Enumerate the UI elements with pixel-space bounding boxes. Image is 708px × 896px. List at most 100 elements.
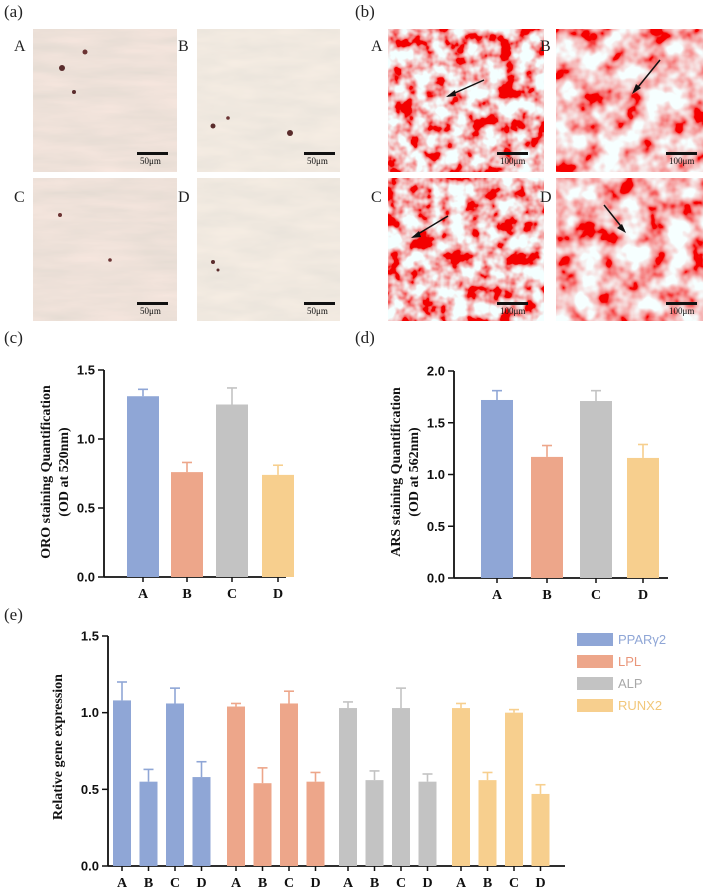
legend-label-pparg2: PPARγ2	[618, 632, 666, 647]
x-tick-label: D	[535, 876, 545, 891]
bar	[113, 700, 131, 866]
bar	[481, 399, 513, 578]
y-tick-label: 0.5	[81, 782, 99, 797]
x-tick-label: B	[258, 876, 267, 891]
x-tick-label: D	[638, 588, 648, 603]
x-tick-label: A	[117, 876, 128, 891]
x-tick-label: B	[370, 876, 379, 891]
y-axis-label-line1: ARS staining Quantification	[389, 387, 404, 557]
scale-label: 100μm	[669, 306, 694, 316]
legend-swatch-pparg2	[577, 633, 613, 646]
bar	[227, 706, 245, 866]
legend: PPARγ2 LPL ALP RUNX2	[577, 632, 666, 713]
y-tick-label: 1.0	[427, 467, 445, 482]
scale-bar	[497, 152, 528, 155]
legend-label-alp: ALP	[618, 676, 643, 691]
x-tick-label: C	[227, 587, 237, 602]
x-tick-label: A	[456, 876, 467, 891]
bar	[365, 780, 384, 866]
x-tick-label: C	[170, 876, 180, 891]
image-label: D	[178, 189, 190, 206]
x-tick-label: A	[138, 587, 149, 602]
bar	[452, 708, 470, 866]
bar	[171, 472, 203, 577]
legend-label-runx2: RUNX2	[618, 698, 662, 713]
y-tick-label: 1.5	[427, 415, 445, 430]
bar	[505, 712, 523, 866]
x-tick-label: A	[492, 588, 503, 603]
legend-swatch-lpl	[577, 655, 613, 668]
bar	[339, 708, 357, 866]
bar	[531, 456, 563, 578]
image-label: C	[14, 189, 25, 206]
x-tick-label: C	[509, 876, 519, 891]
x-tick-label: D	[273, 587, 283, 602]
bar	[478, 780, 497, 866]
chart-d: ARS staining Quantification (OD at 562nm…	[389, 364, 668, 603]
scale-bar	[304, 302, 335, 305]
x-tick-label: C	[396, 876, 406, 891]
bar	[216, 404, 248, 577]
image-label: D	[540, 189, 552, 206]
image-label: C	[371, 189, 382, 206]
y-tick-label: 0.5	[427, 519, 445, 534]
scale-bar	[666, 302, 697, 305]
y-tick-label: 0.0	[81, 859, 99, 874]
y-tick-label: 0.5	[77, 501, 95, 516]
scale-label: 100μm	[669, 156, 694, 166]
scale-label: 100μm	[500, 306, 525, 316]
scale-bar	[137, 302, 168, 305]
panel-label-e: (e)	[4, 605, 23, 624]
micrograph-a-C: C 50μm	[14, 178, 177, 321]
x-tick-label: A	[343, 876, 354, 891]
image-label: B	[540, 38, 551, 55]
scale-bar	[137, 152, 168, 155]
x-tick-label: A	[231, 876, 242, 891]
bar	[306, 781, 325, 866]
y-tick-label: 0.0	[427, 571, 445, 586]
bar	[580, 401, 612, 578]
x-tick-label: B	[542, 588, 551, 603]
y-axis-label-line2: (OD at 562nm)	[407, 427, 422, 517]
image-label: B	[178, 38, 189, 55]
scale-bar	[666, 152, 697, 155]
bar	[192, 777, 211, 866]
bar	[418, 781, 437, 866]
bar	[531, 793, 550, 866]
bar	[139, 781, 158, 866]
scale-label: 50μm	[307, 306, 328, 316]
legend-swatch-runx2	[577, 699, 613, 712]
y-axis-label-line1: ORO staining Quantification	[39, 385, 54, 559]
micrograph-b-A: A 100μm	[371, 29, 544, 172]
scale-bar	[304, 152, 335, 155]
scale-label: 100μm	[500, 156, 525, 166]
x-tick-label: C	[591, 588, 601, 603]
image-label: A	[14, 38, 26, 55]
x-tick-label: D	[196, 876, 206, 891]
bar	[627, 457, 659, 578]
y-tick-label: 1.0	[77, 432, 95, 447]
y-tick-label: 2.0	[427, 364, 445, 379]
bar	[262, 474, 294, 577]
x-tick-label: B	[144, 876, 153, 891]
micrograph-b-C: C 100μm	[371, 178, 544, 321]
y-tick-label: 1.0	[81, 705, 99, 720]
micrograph-a-D: D 50μm	[178, 178, 340, 321]
x-tick-label: D	[422, 876, 432, 891]
panel-label-d: (d)	[355, 328, 375, 347]
x-tick-label: B	[483, 876, 492, 891]
scale-bar	[497, 302, 528, 305]
micrograph-a-B: B 50μm	[178, 29, 340, 172]
y-tick-label: 0.0	[77, 570, 95, 585]
bar	[127, 396, 159, 577]
y-axis-label: Relative gene expression	[51, 674, 66, 820]
scale-label: 50μm	[307, 156, 328, 166]
micrograph-a-A: A 50μm	[14, 29, 177, 172]
micrograph-b-D: D 100μm	[540, 178, 703, 321]
scale-label: 50μm	[140, 306, 161, 316]
image-label: A	[371, 38, 383, 55]
x-tick-label: B	[182, 587, 191, 602]
chart-e: Relative gene expression 0.0 0.5 1.0 1.5 A B C…	[51, 629, 565, 891]
bar	[280, 703, 298, 866]
legend-swatch-alp	[577, 677, 613, 690]
